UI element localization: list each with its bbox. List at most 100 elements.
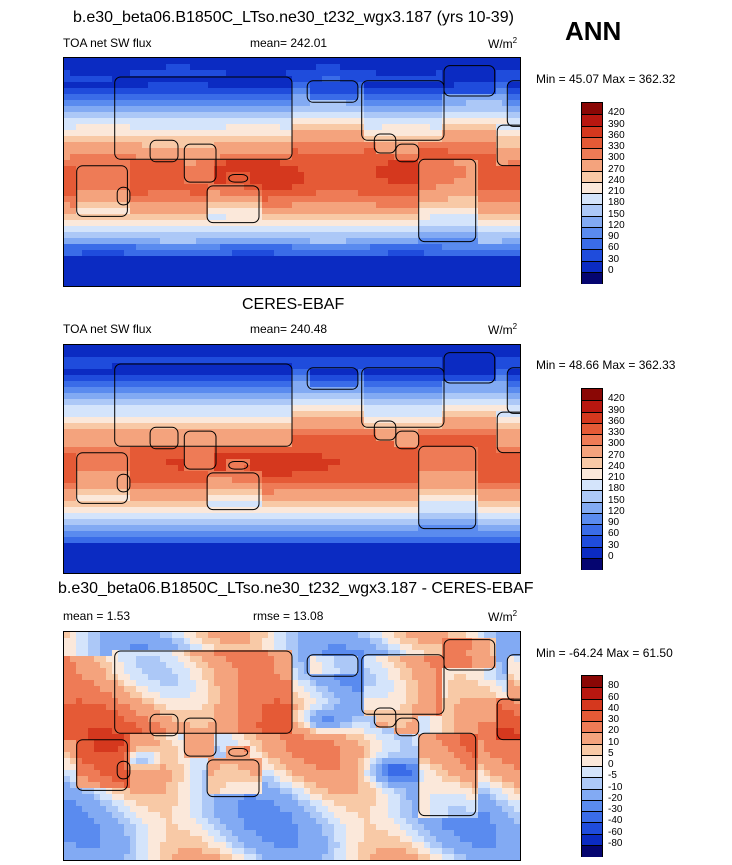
field-cell: [154, 88, 161, 95]
field-cell: [316, 447, 323, 454]
field-cell: [388, 160, 395, 167]
field-cell: [250, 441, 257, 448]
field-cell: [418, 76, 425, 83]
field-cell: [76, 459, 83, 466]
field-cell: [424, 58, 431, 65]
field-cell: [436, 483, 443, 490]
field-cell: [172, 178, 179, 185]
field-cell: [214, 160, 221, 167]
field-cell: [136, 70, 143, 77]
field-cell: [346, 94, 353, 101]
field-cell: [268, 274, 275, 281]
field-cell: [334, 166, 341, 173]
field-cell: [418, 435, 425, 442]
field-cell: [424, 190, 431, 197]
field-cell: [346, 214, 353, 221]
field-cell: [484, 435, 491, 442]
field-cell: [364, 471, 371, 478]
field-cell: [178, 184, 185, 191]
field-cell: [214, 148, 221, 155]
field-cell: [220, 100, 227, 107]
field-cell: [274, 417, 281, 424]
field-cell: [202, 232, 209, 239]
field-cell: [166, 375, 173, 382]
field-cell: [376, 375, 383, 382]
field-cell: [322, 202, 329, 209]
field-cell: [130, 280, 137, 286]
field-cell: [262, 208, 269, 215]
field-cell: [202, 453, 209, 460]
field-cell: [130, 441, 137, 448]
field-cell: [88, 118, 95, 125]
field-cell: [388, 208, 395, 215]
field-cell: [310, 375, 317, 382]
field-cell: [334, 483, 341, 490]
field-cell: [346, 82, 353, 89]
field-cell: [484, 471, 491, 478]
field-cell: [190, 399, 197, 406]
field-cell: [292, 160, 299, 167]
field-cell: [472, 357, 479, 364]
field-cell: [454, 423, 461, 430]
field-cell: [346, 501, 353, 508]
field-cell: [160, 112, 167, 119]
field-cell: [454, 435, 461, 442]
field-cell: [304, 172, 311, 179]
field-cell: [238, 226, 245, 233]
field-cell: [322, 423, 329, 430]
field-cell: [382, 453, 389, 460]
field-cell: [142, 345, 149, 352]
field-cell: [484, 142, 491, 149]
field-cell: [262, 357, 269, 364]
field-cell: [334, 405, 341, 412]
field-cell: [106, 483, 113, 490]
field-cell: [394, 280, 401, 286]
field-cell: [112, 453, 119, 460]
field-cell: [466, 172, 473, 179]
field-cell: [358, 441, 365, 448]
field-cell: [136, 262, 143, 269]
field-cell: [316, 274, 323, 281]
field-cell: [328, 220, 335, 227]
field-cell: [112, 357, 119, 364]
field-cell: [376, 244, 383, 251]
field-cell: [508, 160, 515, 167]
field-cell: [82, 429, 89, 436]
field-cell: [370, 465, 377, 472]
field-cell: [478, 429, 485, 436]
field-cell: [394, 154, 401, 161]
field-cell: [316, 262, 323, 269]
field-cell: [340, 190, 347, 197]
field-cell: [94, 423, 101, 430]
field-cell: [496, 118, 503, 125]
field-cell: [280, 280, 287, 286]
field-cell: [514, 94, 520, 101]
field-cell: [424, 357, 431, 364]
field-cell: [76, 375, 83, 382]
field-cell: [238, 280, 245, 286]
field-cell: [88, 70, 95, 77]
field-cell: [238, 405, 245, 412]
field-cell: [232, 64, 239, 71]
field-cell: [316, 411, 323, 418]
field-cell: [274, 274, 281, 281]
field-cell: [184, 136, 191, 143]
field-cell: [358, 244, 365, 251]
field-cell: [490, 130, 497, 137]
field-cell: [154, 196, 161, 203]
field-cell: [364, 160, 371, 167]
field-cell: [490, 274, 497, 281]
field-cell: [430, 417, 437, 424]
field-cell: [304, 351, 311, 358]
colorbar-tick-label: 390: [608, 118, 625, 130]
field-cell: [112, 268, 119, 275]
field-cell: [70, 100, 77, 107]
field-cell: [364, 387, 371, 394]
field-cell: [424, 94, 431, 101]
field-cell: [274, 166, 281, 173]
field-cell: [298, 106, 305, 113]
field-cell: [106, 453, 113, 460]
field-cell: [352, 202, 359, 209]
field-cell: [334, 459, 341, 466]
field-cell: [262, 202, 269, 209]
